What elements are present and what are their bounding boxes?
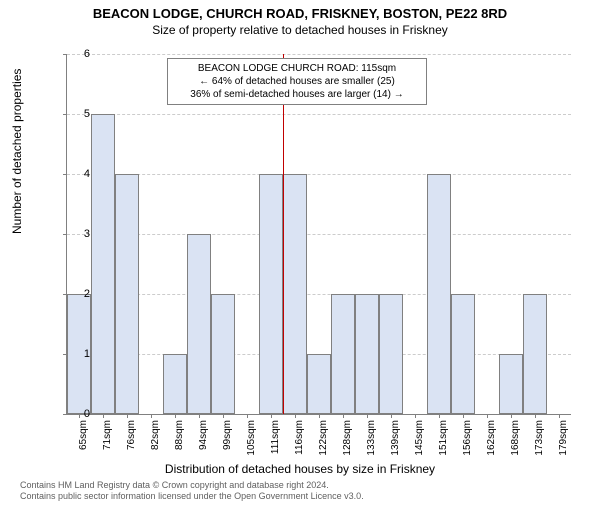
reference-line bbox=[283, 54, 284, 414]
xtick-mark bbox=[343, 414, 344, 418]
ytick-label: 5 bbox=[70, 108, 90, 120]
ytick-mark bbox=[63, 174, 67, 175]
xtick-label: 88sqm bbox=[174, 420, 185, 458]
xtick-label: 128sqm bbox=[342, 420, 353, 458]
anno-line1: BEACON LODGE CHURCH ROAD: 115sqm bbox=[174, 62, 420, 75]
histogram-bar bbox=[91, 114, 115, 414]
ytick-mark bbox=[63, 414, 67, 415]
xtick-mark bbox=[199, 414, 200, 418]
xtick-label: 76sqm bbox=[126, 420, 137, 458]
ytick-mark bbox=[63, 114, 67, 115]
histogram-bar bbox=[259, 174, 283, 414]
xtick-mark bbox=[175, 414, 176, 418]
footer-attribution: Contains HM Land Registry data © Crown c… bbox=[20, 480, 364, 502]
xtick-label: 65sqm bbox=[78, 420, 89, 458]
xtick-label: 156sqm bbox=[462, 420, 473, 458]
x-axis-label: Distribution of detached houses by size … bbox=[0, 462, 600, 476]
hgrid-line bbox=[67, 54, 571, 55]
histogram-bar bbox=[523, 294, 547, 414]
histogram-bar bbox=[499, 354, 523, 414]
xtick-label: 145sqm bbox=[414, 420, 425, 458]
title-sub: Size of property relative to detached ho… bbox=[0, 23, 600, 37]
title-main: BEACON LODGE, CHURCH ROAD, FRISKNEY, BOS… bbox=[0, 6, 600, 21]
histogram-chart: BEACON LODGE CHURCH ROAD: 115sqm← 64% of… bbox=[66, 54, 570, 414]
xtick-mark bbox=[151, 414, 152, 418]
xtick-mark bbox=[319, 414, 320, 418]
ytick-label: 1 bbox=[70, 348, 90, 360]
xtick-mark bbox=[463, 414, 464, 418]
xtick-mark bbox=[439, 414, 440, 418]
ytick-label: 3 bbox=[70, 228, 90, 240]
histogram-bar bbox=[163, 354, 187, 414]
xtick-mark bbox=[415, 414, 416, 418]
xtick-mark bbox=[535, 414, 536, 418]
xtick-label: 133sqm bbox=[366, 420, 377, 458]
histogram-bar bbox=[187, 234, 211, 414]
xtick-mark bbox=[223, 414, 224, 418]
ytick-mark bbox=[63, 234, 67, 235]
xtick-label: 116sqm bbox=[294, 420, 305, 458]
xtick-label: 168sqm bbox=[510, 420, 521, 458]
xtick-mark bbox=[247, 414, 248, 418]
xtick-mark bbox=[103, 414, 104, 418]
ytick-mark bbox=[63, 54, 67, 55]
anno-line2: ← 64% of detached houses are smaller (25… bbox=[174, 75, 420, 88]
xtick-mark bbox=[367, 414, 368, 418]
hgrid-line bbox=[67, 294, 571, 295]
hgrid-line bbox=[67, 174, 571, 175]
histogram-bar bbox=[115, 174, 139, 414]
y-axis-label: Number of detached properties bbox=[10, 69, 24, 234]
histogram-bar bbox=[427, 174, 451, 414]
xtick-mark bbox=[511, 414, 512, 418]
ytick-label: 4 bbox=[70, 168, 90, 180]
xtick-mark bbox=[559, 414, 560, 418]
plot-area: BEACON LODGE CHURCH ROAD: 115sqm← 64% of… bbox=[66, 54, 571, 415]
footer-line1: Contains HM Land Registry data © Crown c… bbox=[20, 480, 364, 491]
histogram-bar bbox=[379, 294, 403, 414]
xtick-mark bbox=[271, 414, 272, 418]
xtick-label: 71sqm bbox=[102, 420, 113, 458]
anno-line3: 36% of semi-detached houses are larger (… bbox=[174, 88, 420, 101]
xtick-label: 82sqm bbox=[150, 420, 161, 458]
ytick-label: 6 bbox=[70, 48, 90, 60]
histogram-bar bbox=[331, 294, 355, 414]
xtick-label: 94sqm bbox=[198, 420, 209, 458]
histogram-bar bbox=[283, 174, 307, 414]
xtick-mark bbox=[295, 414, 296, 418]
xtick-mark bbox=[127, 414, 128, 418]
ytick-label: 0 bbox=[70, 408, 90, 420]
annotation-box: BEACON LODGE CHURCH ROAD: 115sqm← 64% of… bbox=[167, 58, 427, 105]
histogram-bar bbox=[307, 354, 331, 414]
xtick-label: 105sqm bbox=[246, 420, 257, 458]
xtick-label: 139sqm bbox=[390, 420, 401, 458]
xtick-label: 173sqm bbox=[534, 420, 545, 458]
histogram-bar bbox=[355, 294, 379, 414]
xtick-label: 122sqm bbox=[318, 420, 329, 458]
xtick-label: 151sqm bbox=[438, 420, 449, 458]
xtick-label: 179sqm bbox=[558, 420, 569, 458]
xtick-mark bbox=[391, 414, 392, 418]
ytick-label: 2 bbox=[70, 288, 90, 300]
histogram-bar bbox=[451, 294, 475, 414]
histogram-bar bbox=[211, 294, 235, 414]
hgrid-line bbox=[67, 234, 571, 235]
xtick-label: 162sqm bbox=[486, 420, 497, 458]
xtick-label: 99sqm bbox=[222, 420, 233, 458]
xtick-mark bbox=[487, 414, 488, 418]
xtick-label: 111sqm bbox=[270, 420, 281, 458]
hgrid-line bbox=[67, 114, 571, 115]
footer-line2: Contains public sector information licen… bbox=[20, 491, 364, 502]
